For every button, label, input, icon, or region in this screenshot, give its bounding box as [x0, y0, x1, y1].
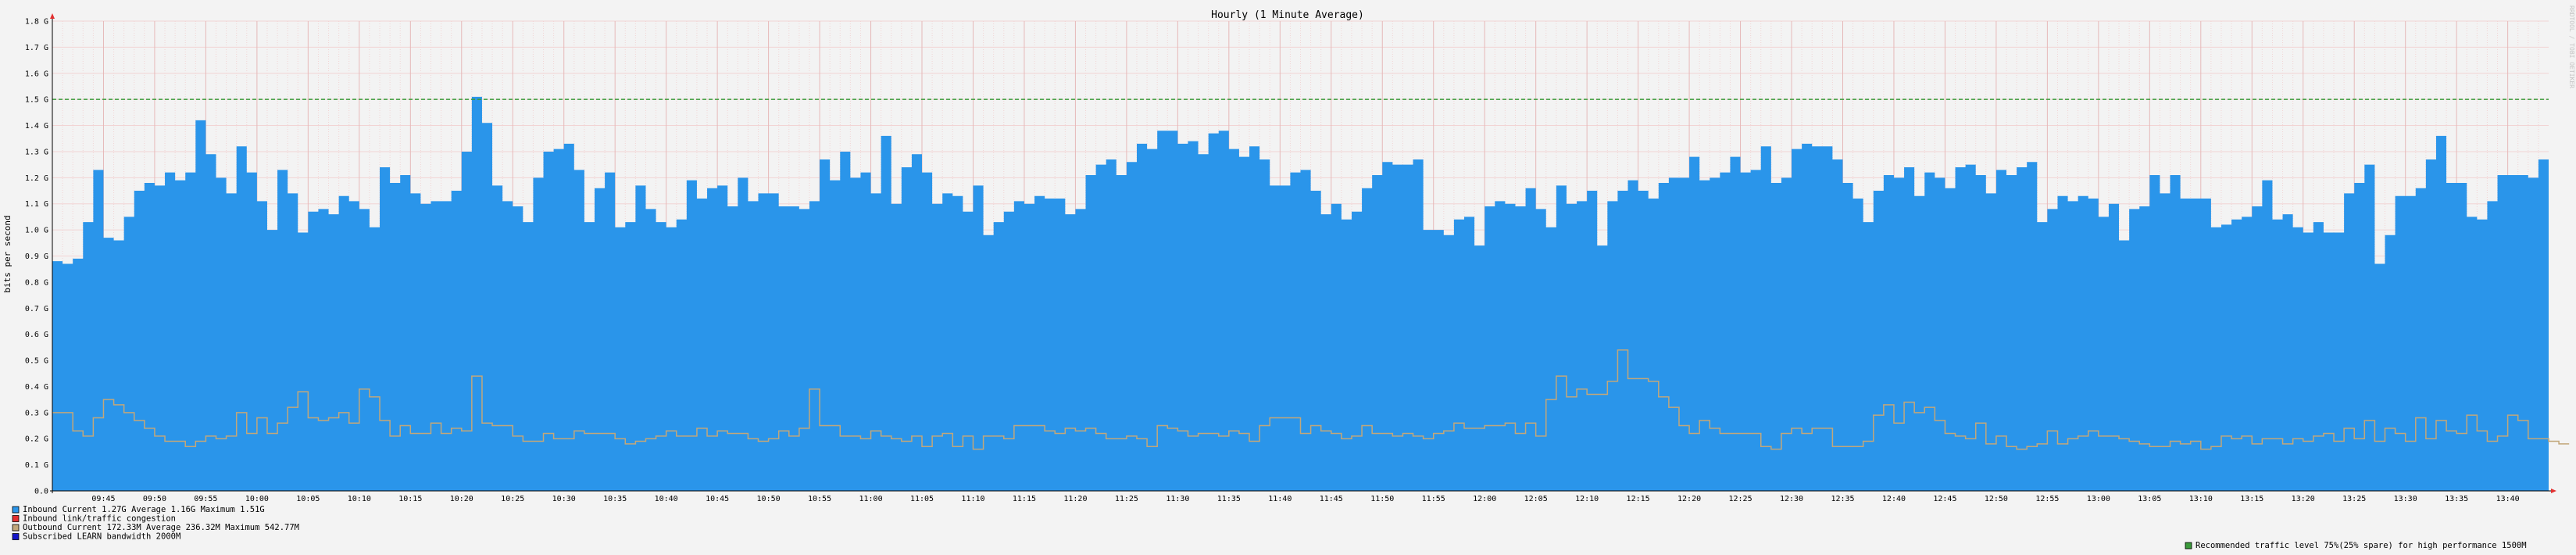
y-tick-label: 1.5 G [25, 96, 48, 105]
x-tick-label: 11:30 [1166, 495, 1189, 503]
x-tick-label: 10:00 [245, 495, 269, 503]
x-tick-label: 10:30 [552, 495, 576, 503]
x-tick-label: 13:10 [2189, 495, 2213, 503]
y-tick-label: 0.2 G [25, 435, 48, 444]
legend-label-subscribed: Subscribed LEARN bandwidth 2000M [23, 532, 180, 542]
legend-swatch-recommended [2185, 542, 2192, 550]
x-tick-label: 13:40 [2496, 495, 2520, 503]
outbound-series [52, 349, 2570, 450]
x-tick-label: 12:00 [1473, 495, 1496, 503]
y-tick-label: 1.4 G [25, 122, 48, 131]
x-tick-label: 13:30 [2394, 495, 2417, 503]
x-axis-arrow [2551, 489, 2556, 493]
chart-title: Hourly (1 Minute Average) [1211, 9, 1364, 21]
x-tick-label: 11:45 [1320, 495, 1343, 503]
x-tick-label: 11:25 [1115, 495, 1138, 503]
legend: Inbound Current 1.27G Average 1.16G Maxi… [12, 505, 2527, 550]
y-tick-label: 0.0 [34, 488, 48, 496]
x-tick-label: 12:10 [1575, 495, 1599, 503]
x-tick-label: 12:50 [1985, 495, 2008, 503]
y-tick-label: 1.6 G [25, 70, 48, 78]
x-tick-label: 11:20 [1063, 495, 1087, 503]
x-tick-label: 10:35 [603, 495, 627, 503]
x-tick-label: 11:05 [910, 495, 934, 503]
y-tick-label: 1.1 G [25, 200, 48, 209]
y-tick-label: 1.7 G [25, 44, 48, 52]
x-tick-label: 12:40 [1882, 495, 1906, 503]
x-tick-label: 10:40 [655, 495, 678, 503]
x-tick-label: 09:50 [143, 495, 166, 503]
x-tick-label: 10:45 [706, 495, 729, 503]
x-tick-label: 10:55 [808, 495, 831, 503]
x-tick-label: 11:15 [1013, 495, 1036, 503]
x-tick-label: 13:15 [2240, 495, 2263, 503]
legend-swatch-outbound [12, 524, 20, 532]
x-tick-label: 10:50 [757, 495, 781, 503]
x-tick-label: 10:05 [296, 495, 320, 503]
y-tick-label: 0.3 G [25, 409, 48, 417]
x-tick-label: 13:05 [2138, 495, 2161, 503]
y-axis-label: bits per second [2, 215, 13, 292]
x-tick-label: 11:35 [1217, 495, 1241, 503]
x-tick-label: 11:10 [961, 495, 984, 503]
y-tick-label: 0.9 G [25, 252, 48, 261]
x-tick-label: 12:35 [1831, 495, 1854, 503]
legend-swatch-subscribed [12, 533, 20, 540]
y-tick-label: 1.2 G [25, 174, 48, 183]
watermark: RRDTOOL / TOBI OETIKER [2568, 5, 2575, 88]
y-tick-labels: 0.0 0.1 G 0.2 G 0.3 G 0.4 G 0.5 G 0.6 G 0.7 G 0.… [25, 18, 48, 496]
legend-label-recommended: Recommended traffic level 75%(25% spare)… [2195, 541, 2527, 550]
x-tick-label: 12:30 [1780, 495, 1803, 503]
axes [50, 13, 2556, 493]
x-tick-label: 09:55 [194, 495, 217, 503]
x-tick-label: 12:45 [1933, 495, 1956, 503]
x-tick-label: 11:00 [859, 495, 882, 503]
legend-swatch-congestion [12, 515, 20, 522]
x-tick-label: 12:05 [1524, 495, 1548, 503]
x-tick-label: 09:45 [91, 495, 115, 503]
inbound-series [52, 96, 2549, 491]
x-tick-label: 11:50 [1370, 495, 1394, 503]
legend-label-outbound: Outbound Current 172.33M Average 236.32M… [23, 523, 299, 532]
y-tick-label: 0.7 G [25, 305, 48, 313]
x-tick-label: 12:20 [1677, 495, 1701, 503]
y-tick-label: 0.6 G [25, 331, 48, 339]
legend-label-congestion: Inbound link/traffic congestion [23, 514, 176, 524]
x-tick-label: 12:15 [1627, 495, 1650, 503]
x-tick-label: 10:25 [501, 495, 524, 503]
x-tick-label: 12:25 [1728, 495, 1752, 503]
y-tick-label: 0.5 G [25, 357, 48, 366]
y-tick-label: 1.3 G [25, 148, 48, 156]
legend-swatch-inbound [12, 506, 20, 514]
x-tick-label: 13:20 [2292, 495, 2315, 503]
x-tick-label: 11:40 [1268, 495, 1292, 503]
legend-label-inbound: Inbound Current 1.27G Average 1.16G Maxi… [23, 505, 265, 514]
x-tick-label: 13:25 [2342, 495, 2366, 503]
x-tick-label: 11:55 [1422, 495, 1445, 503]
x-tick-label: 10:15 [398, 495, 422, 503]
y-tick-label: 1.8 G [25, 18, 48, 27]
x-tick-label: 13:00 [2087, 495, 2110, 503]
x-tick-label: 10:10 [348, 495, 371, 503]
y-tick-label: 0.4 G [25, 383, 48, 392]
y-tick-label: 0.1 G [25, 461, 48, 470]
x-tick-labels: 09:45 09:50 09:55 10:00 10:05 10:10 10:15 10:20… [91, 495, 2519, 503]
x-tick-label: 10:20 [450, 495, 473, 503]
x-tick-label: 12:55 [2035, 495, 2059, 503]
y-axis-arrow [50, 13, 55, 19]
y-tick-label: 0.8 G [25, 278, 48, 287]
y-tick-label: 1.0 G [25, 227, 48, 235]
x-tick-label: 13:35 [2445, 495, 2468, 503]
